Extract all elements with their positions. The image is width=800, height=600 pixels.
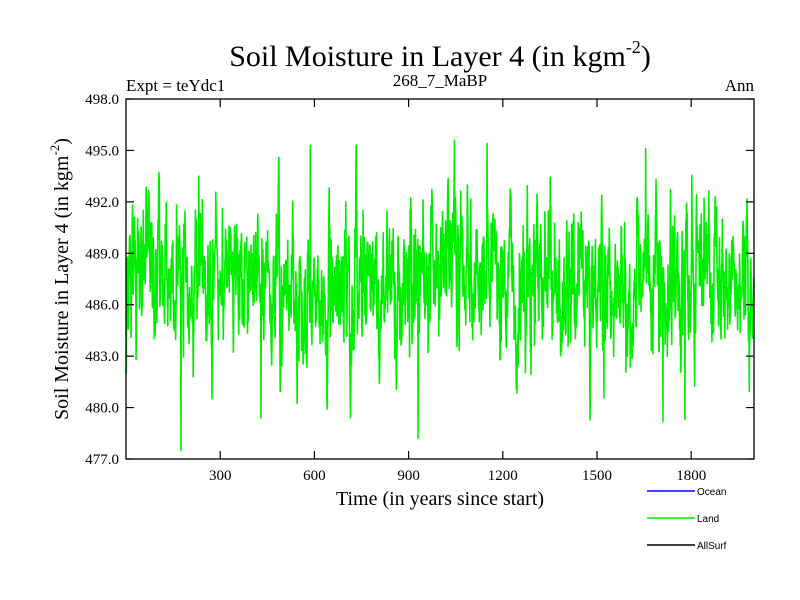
y-tick-label: 480.0	[85, 401, 119, 417]
experiment-label: Expt = teYdc1	[126, 76, 225, 95]
season-label: Ann	[725, 76, 755, 95]
period-label: 268_7_MaBP	[393, 71, 487, 90]
x-tick-label: 1500	[582, 468, 612, 484]
series-line-land	[125, 139, 755, 452]
x-tick-label: 1800	[676, 468, 706, 484]
x-tick-label: 1200	[488, 468, 518, 484]
chart-title: Soil Moisture in Layer 4 (in kgm-2)	[229, 37, 651, 73]
chart-title-sup: -2	[626, 37, 641, 57]
series-layer	[125, 139, 755, 452]
y-tick-label: 477.0	[85, 452, 119, 468]
x-tick-label: 300	[209, 468, 232, 484]
plot-frame	[125, 98, 755, 460]
y-tick-label: 495.0	[85, 143, 119, 159]
y-tick-label: 492.0	[85, 195, 119, 211]
y-tick-label: 498.0	[85, 92, 119, 108]
x-axis-label: Time (in years since start)	[336, 488, 544, 510]
y-tick-label: 486.0	[85, 298, 119, 314]
x-tick-label: 600	[303, 468, 326, 484]
y-axis-label-sup: -2	[47, 145, 62, 156]
y-axis-label: Soil Moisture in Layer 4 (in kgm-2)	[47, 138, 73, 420]
y-tick-label: 489.0	[85, 246, 119, 262]
chart-title-end: )	[641, 40, 651, 73]
y-tick-label: 483.0	[85, 349, 119, 365]
x-axis: 300 600 900 1200 1500 1800	[209, 99, 706, 484]
y-axis-label-end: )	[51, 138, 73, 145]
legend-label-allsurf: AllSurf	[697, 541, 727, 552]
legend-label-land: Land	[697, 514, 719, 525]
y-axis: 477.0 480.0 483.0 486.0 489.0 492.0 495.0 498.0	[85, 92, 754, 468]
legend: Ocean Land AllSurf	[647, 487, 727, 552]
x-tick-label: 900	[397, 468, 420, 484]
legend-label-ocean: Ocean	[697, 487, 726, 498]
